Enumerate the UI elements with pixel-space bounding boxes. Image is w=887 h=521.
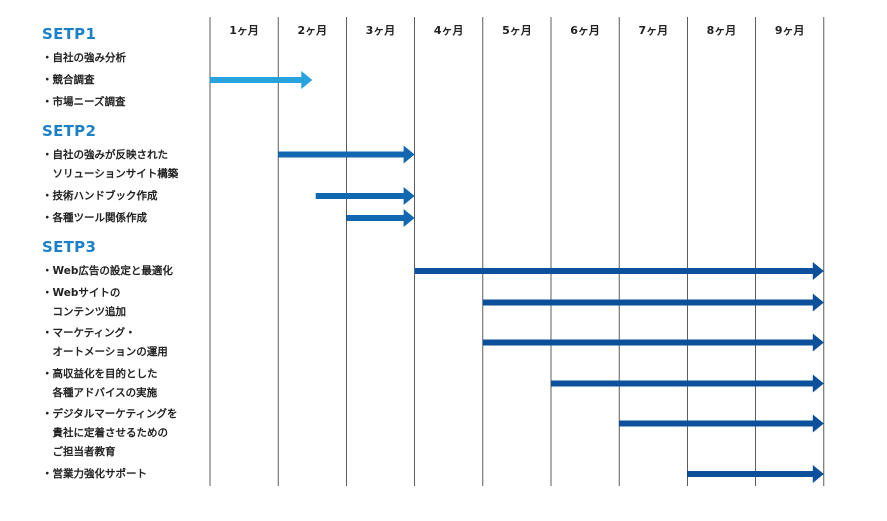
month-label: 5ヶ月	[502, 24, 532, 37]
task-arrow-bar	[315, 187, 415, 205]
task-label: ご担当者教育	[42, 446, 116, 458]
task-label: ・デジタルマーケティングを	[42, 408, 178, 420]
task-label: 各種アドバイスの実施	[42, 387, 158, 399]
task-label: ・Web広告の設定と最適化	[42, 265, 173, 277]
task-label: ・自社の強みが反映された	[42, 149, 168, 161]
task-label: ・各種ツール関係作成	[42, 212, 147, 224]
task-arrow-bar	[482, 293, 824, 312]
task-label: ・競合調査	[42, 74, 95, 86]
task-label: ・高収益化を目的とした	[42, 368, 158, 380]
phase-title: SETP1	[42, 25, 97, 43]
month-label: 2ヶ月	[297, 24, 328, 37]
task-label: ・技術ハンドブック作成	[42, 190, 158, 202]
month-label: 9ヶ月	[774, 24, 805, 37]
task-arrow-bar	[414, 262, 824, 280]
task-label: 貴社に定着させるための	[42, 427, 168, 439]
month-label: 4ヶ月	[433, 24, 464, 37]
task-label: ・Webサイトの	[42, 287, 121, 299]
task-label: コンテンツ追加	[42, 306, 126, 318]
phase-title: SETP3	[42, 238, 97, 256]
task-arrow-bar	[551, 374, 824, 393]
task-arrow-bar	[346, 209, 415, 227]
task-label: ソリューションサイト構築	[42, 168, 179, 180]
task-arrow-bar	[210, 71, 313, 89]
task-arrow-bar	[687, 465, 824, 483]
task-label: ・自社の強み分析	[42, 52, 126, 64]
month-label: 1ヶ月	[229, 24, 259, 37]
phase-title: SETP2	[42, 122, 97, 140]
task-arrow-bar	[278, 145, 415, 164]
task-label: ・マーケティング・	[42, 327, 136, 339]
task-arrow-bar	[619, 414, 824, 433]
month-label: 7ヶ月	[638, 24, 669, 37]
task-label: ・市場ニーズ調査	[42, 96, 126, 108]
month-label: 3ヶ月	[365, 24, 396, 37]
task-label: ・営業力強化サポート	[42, 468, 147, 480]
month-label: 8ヶ月	[706, 24, 737, 37]
task-arrow-bar	[482, 333, 824, 352]
month-label: 6ヶ月	[570, 24, 600, 37]
task-label: オートメーションの運用	[42, 346, 168, 358]
